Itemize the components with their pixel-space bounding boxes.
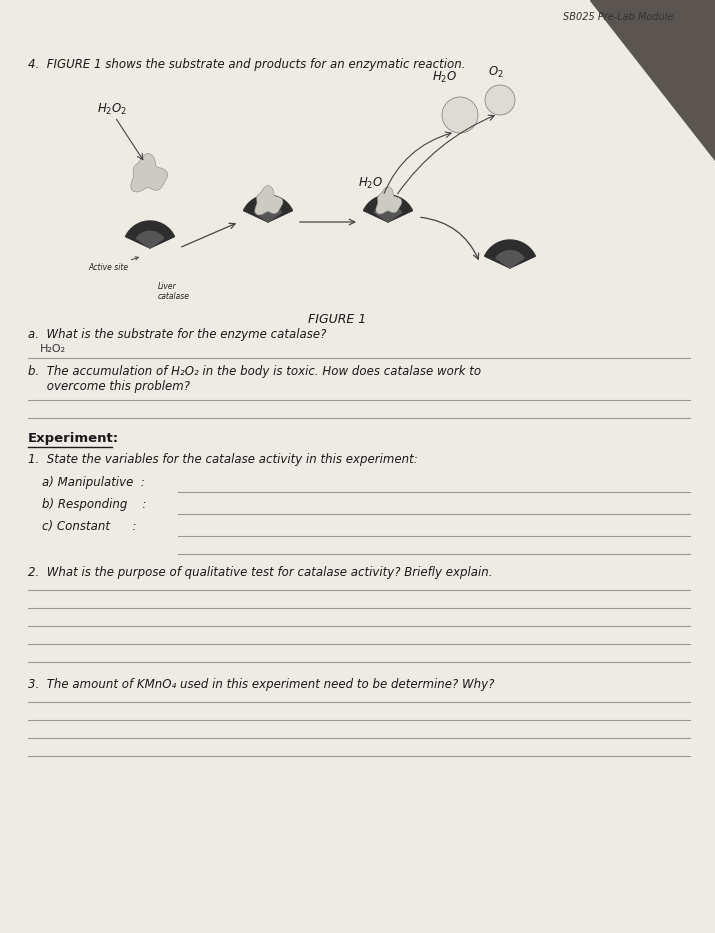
Text: 1.  State the variables for the catalase activity in this experiment:: 1. State the variables for the catalase …	[28, 453, 418, 466]
Polygon shape	[363, 195, 413, 222]
Text: b) Responding    :: b) Responding :	[42, 498, 147, 511]
Text: Active site: Active site	[88, 257, 139, 272]
Text: $H_2O$: $H_2O$	[358, 176, 383, 191]
Text: SB025 Pre-Lab Module: SB025 Pre-Lab Module	[563, 12, 674, 22]
Text: a.  What is the substrate for the enzyme catalase?: a. What is the substrate for the enzyme …	[28, 328, 326, 341]
Polygon shape	[131, 154, 167, 192]
Polygon shape	[590, 0, 715, 160]
Polygon shape	[126, 221, 174, 248]
Polygon shape	[137, 231, 164, 248]
Text: 2.  What is the purpose of qualitative test for catalase activity? Briefly expla: 2. What is the purpose of qualitative te…	[28, 566, 493, 579]
Polygon shape	[376, 187, 402, 214]
Polygon shape	[244, 195, 292, 222]
Text: $H_2O$: $H_2O$	[432, 70, 457, 85]
Text: b.  The accumulation of H₂O₂ in the body is toxic. How does catalase work to
   : b. The accumulation of H₂O₂ in the body …	[28, 365, 481, 393]
Text: 4.  FIGURE 1 shows the substrate and products for an enzymatic reaction.: 4. FIGURE 1 shows the substrate and prod…	[28, 58, 465, 71]
Polygon shape	[374, 205, 402, 222]
Text: $H_2O_2$: $H_2O_2$	[97, 102, 127, 118]
Text: Liver
catalase: Liver catalase	[158, 282, 190, 301]
Text: FIGURE 1: FIGURE 1	[308, 313, 367, 326]
Polygon shape	[255, 186, 283, 215]
Text: c) Constant      :: c) Constant :	[42, 520, 137, 533]
Text: 3.  The amount of KMnO₄ used in this experiment need to be determine? Why?: 3. The amount of KMnO₄ used in this expe…	[28, 678, 494, 691]
Text: Experiment:: Experiment:	[28, 432, 119, 445]
Text: H₂O₂: H₂O₂	[40, 344, 66, 354]
Circle shape	[485, 85, 515, 115]
Polygon shape	[495, 251, 524, 268]
Text: $O_2$: $O_2$	[488, 65, 503, 80]
Polygon shape	[255, 205, 282, 222]
Polygon shape	[485, 240, 536, 268]
Circle shape	[442, 97, 478, 133]
Text: a) Manipulative  :: a) Manipulative :	[42, 476, 145, 489]
